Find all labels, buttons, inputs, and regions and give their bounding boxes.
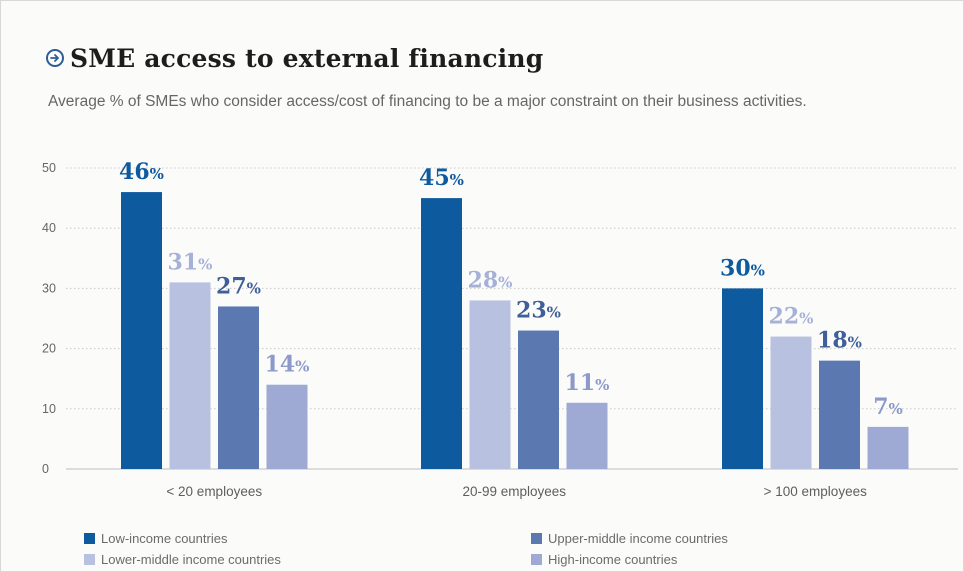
legend-item: Upper-middle income countries [531, 531, 728, 546]
legend-label: Low-income countries [101, 531, 228, 546]
chart-subtitle: Average % of SMEs who consider access/co… [48, 93, 807, 110]
legend-swatch [84, 533, 95, 544]
arrow-right-icon [46, 49, 64, 67]
legend-item: High-income countries [531, 552, 677, 567]
legend-item: Low-income countries [84, 531, 227, 546]
legend-swatch [531, 533, 542, 544]
chart-title: SME access to external financing [70, 43, 544, 73]
legend-swatch [531, 554, 542, 565]
legend-swatch [84, 554, 95, 565]
legend-label: Lower-middle income countries [101, 552, 281, 567]
legend-label: Upper-middle income countries [548, 531, 728, 546]
legend: Low-income countries Upper-middle income… [84, 531, 844, 571]
title-row: SME access to external financing [46, 42, 543, 74]
legend-item: Lower-middle income countries [84, 552, 281, 567]
legend-label: High-income countries [548, 552, 678, 567]
